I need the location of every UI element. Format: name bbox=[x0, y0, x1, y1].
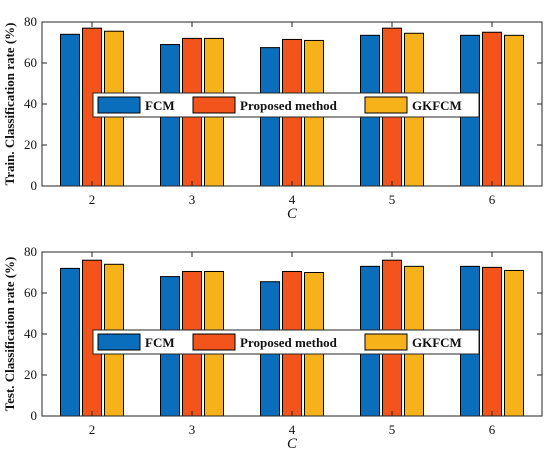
chart-panel-1: 0 20 40 60 80 2 3 4 5 6 C Train. Classification rat… bbox=[2, 14, 543, 222]
bar-fcm-c2 bbox=[60, 267, 80, 417]
y-axis-label: Train. Classification rate (%) bbox=[2, 23, 17, 186]
y-tick-label: 60 bbox=[24, 55, 37, 70]
x-tick-label: 3 bbox=[189, 422, 196, 437]
x-axis-label: C bbox=[287, 206, 298, 222]
bar-fcm-c2 bbox=[60, 33, 80, 187]
legend-swatch-gkfcm bbox=[364, 96, 408, 114]
x-tick-label: 4 bbox=[289, 422, 296, 437]
x-tick-label: 5 bbox=[389, 422, 396, 437]
legend: FCM Proposed method GKFCM bbox=[92, 92, 480, 118]
bar-gkfcm-c6 bbox=[504, 34, 524, 187]
legend-label-fcm: FCM bbox=[145, 335, 175, 350]
y-tick-label: 40 bbox=[24, 96, 37, 111]
legend-swatch-proposed-method bbox=[192, 96, 236, 114]
legend-swatch-fcm bbox=[97, 96, 141, 114]
legend-box bbox=[92, 329, 480, 355]
bar-proposed-method-c6 bbox=[482, 266, 502, 417]
legend-label-proposed-method: Proposed method bbox=[240, 335, 338, 350]
x-tick-label: 2 bbox=[89, 422, 96, 437]
bar-proposed-method-c6 bbox=[482, 31, 502, 187]
y-tick-label: 40 bbox=[24, 326, 37, 341]
y-tick-label: 20 bbox=[24, 367, 37, 382]
y-tick-label: 0 bbox=[31, 408, 38, 423]
legend-label-fcm: FCM bbox=[145, 98, 175, 113]
x-tick-label: 6 bbox=[489, 192, 496, 207]
legend-box bbox=[92, 92, 480, 118]
y-tick-label: 20 bbox=[24, 137, 37, 152]
y-tick-label: 0 bbox=[31, 178, 38, 193]
legend-label-proposed-method: Proposed method bbox=[240, 98, 338, 113]
x-tick-label: 3 bbox=[189, 192, 196, 207]
x-tick-label: 4 bbox=[289, 192, 296, 207]
x-tick-label: 2 bbox=[89, 192, 96, 207]
x-tick-label: 6 bbox=[489, 422, 496, 437]
legend-swatch-fcm bbox=[97, 333, 141, 351]
legend-label-gkfcm: GKFCM bbox=[412, 335, 462, 350]
legend-swatch-proposed-method bbox=[192, 333, 236, 351]
bar-gkfcm-c6 bbox=[504, 269, 524, 417]
x-axis-label: C bbox=[287, 436, 298, 452]
legend-label-gkfcm: GKFCM bbox=[412, 98, 462, 113]
legend: FCM Proposed method GKFCM bbox=[92, 329, 480, 355]
chart-panel-2: 0 20 40 60 80 2 3 4 5 6 C Test. Classification rate… bbox=[2, 244, 543, 452]
y-tick-label: 80 bbox=[24, 244, 37, 259]
x-tick-label: 5 bbox=[389, 192, 396, 207]
y-axis-label: Test. Classification rate (%) bbox=[2, 257, 17, 412]
y-tick-label: 80 bbox=[24, 14, 37, 29]
legend-swatch-gkfcm bbox=[364, 333, 408, 351]
y-tick-label: 60 bbox=[24, 285, 37, 300]
